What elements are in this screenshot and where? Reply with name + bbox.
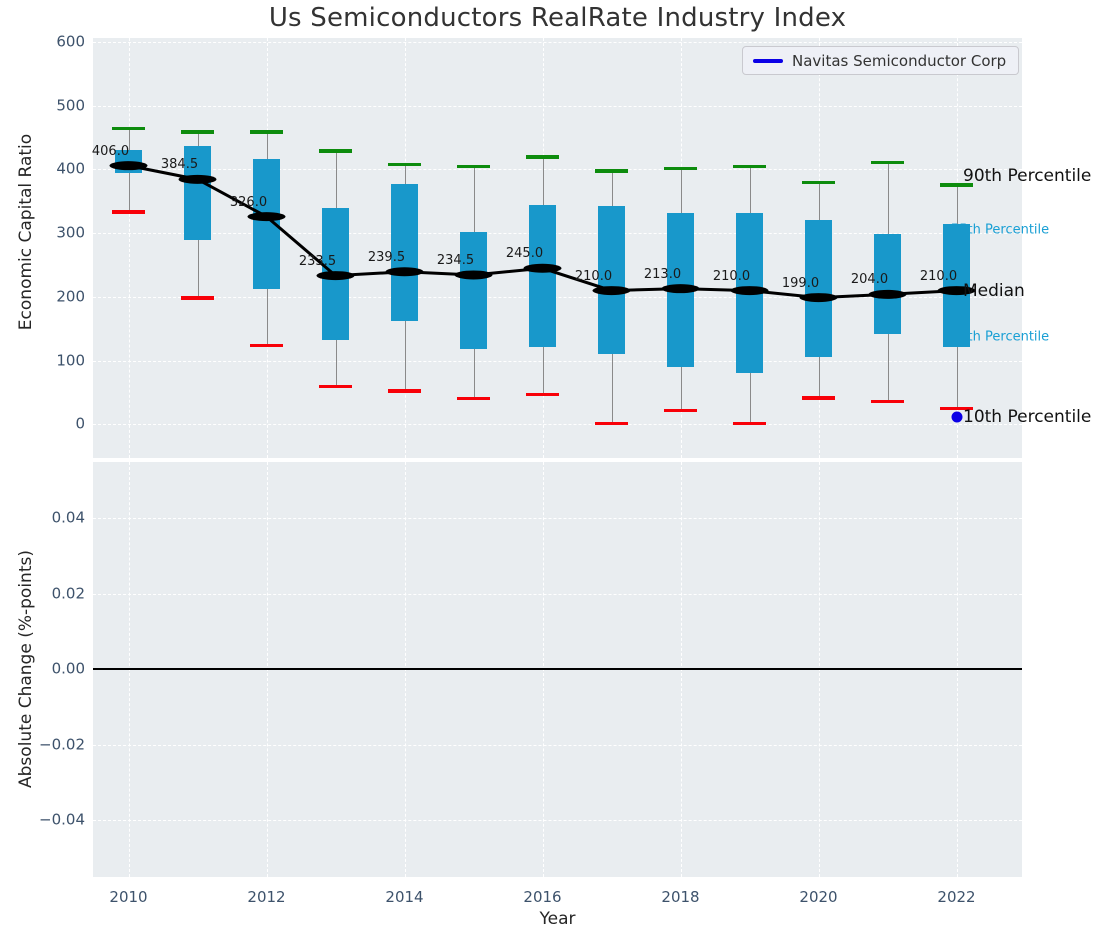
gridline-h <box>93 169 1022 171</box>
y-tick-label: 300 <box>56 223 85 242</box>
iqr-box <box>667 213 694 368</box>
p90-cap <box>112 126 145 131</box>
legend-label: Navitas Semiconductor Corp <box>792 51 1007 70</box>
median-value-label: 245.0 <box>505 246 544 262</box>
y-tick-label: 0.02 <box>51 584 85 603</box>
p90-cap <box>181 130 214 134</box>
p90-cap <box>802 180 835 185</box>
legend: Navitas Semiconductor Corp <box>742 46 1020 75</box>
p10-cap <box>457 396 490 401</box>
p10-cap <box>595 421 628 426</box>
gridline-h <box>93 42 1022 44</box>
annotation-10th-percentile: 10th Percentile <box>963 406 1092 427</box>
x-tick-label: 2016 <box>523 888 562 906</box>
iqr-box <box>253 158 280 289</box>
x-tick-label: 2018 <box>661 888 700 906</box>
median-value-label: 234.5 <box>436 252 475 268</box>
gridline-h <box>93 518 1022 519</box>
p10-cap <box>388 389 421 393</box>
annotation-75th-percentile: 75th Percentile <box>951 222 1050 238</box>
gridline-h <box>93 820 1022 821</box>
y-tick-label: 0.00 <box>51 659 85 678</box>
iqr-box <box>460 231 487 349</box>
iqr-box <box>529 204 556 348</box>
p10-cap <box>664 408 697 413</box>
p10-cap <box>319 384 352 389</box>
p90-cap <box>319 149 352 153</box>
y-tick-label: 200 <box>56 287 85 306</box>
median-value-label: 213.0 <box>643 266 682 282</box>
annotation-25th-percentile: 25th Percentile <box>951 329 1050 345</box>
median-value-label: 326.0 <box>229 194 268 210</box>
y-tick-label: 0.04 <box>51 508 85 527</box>
iqr-box <box>736 212 763 374</box>
gridline-h <box>93 105 1022 107</box>
y-tick-label: 500 <box>56 96 85 115</box>
median-value-label: 384.5 <box>160 157 199 173</box>
p90-cap <box>457 164 490 169</box>
median-value-label: 233.5 <box>298 253 337 269</box>
p90-cap <box>871 160 904 165</box>
x-tick-label: 2022 <box>937 888 976 906</box>
p90-cap <box>250 130 283 134</box>
p90-cap <box>664 166 697 171</box>
median-value-label: 210.0 <box>919 268 958 284</box>
median-value-label: 199.0 <box>781 275 820 291</box>
p10-cap <box>733 421 766 426</box>
x-axis-label: Year <box>539 909 576 929</box>
x-tick-label: 2014 <box>385 888 424 906</box>
p10-cap <box>802 396 835 400</box>
x-tick-label: 2010 <box>109 888 148 906</box>
gridline-h <box>93 360 1022 362</box>
zero-change-line <box>93 668 1022 670</box>
x-tick-label: 2012 <box>247 888 286 906</box>
median-value-label: 204.0 <box>850 272 889 288</box>
iqr-box <box>322 208 349 341</box>
gridline-v <box>128 38 130 458</box>
legend-line-swatch <box>753 58 783 63</box>
p10-cap <box>181 296 214 300</box>
p90-cap <box>526 155 559 159</box>
x-tick-label: 2020 <box>799 888 838 906</box>
annotation-median: Median <box>963 280 1025 301</box>
median-value-label: 406.0 <box>91 143 130 159</box>
p10-cap <box>112 210 145 214</box>
y-tick-label: −0.04 <box>39 810 85 829</box>
chart-title: Us Semiconductors RealRate Industry Inde… <box>268 3 847 33</box>
median-value-label: 210.0 <box>712 268 751 284</box>
y-tick-label: 400 <box>56 160 85 179</box>
gridline-h <box>93 744 1022 746</box>
median-value-label: 210.0 <box>574 268 613 284</box>
gridline-h <box>93 593 1022 595</box>
p90-cap <box>733 164 766 169</box>
p10-cap <box>526 392 559 397</box>
y-tick-label: 0 <box>75 415 85 434</box>
y-tick-label: 600 <box>56 32 85 51</box>
y-tick-label: −0.02 <box>39 735 85 754</box>
p10-cap <box>250 343 283 348</box>
p10-cap <box>871 399 904 404</box>
median-value-label: 239.5 <box>367 249 406 265</box>
p90-cap <box>388 162 421 167</box>
p90-cap <box>595 169 628 173</box>
y-tick-label: 100 <box>56 351 85 370</box>
navitas-point <box>951 411 962 423</box>
gridline-h <box>93 424 1022 426</box>
annotation-90th-percentile: 90th Percentile <box>963 165 1092 186</box>
p10-cap <box>940 406 973 411</box>
